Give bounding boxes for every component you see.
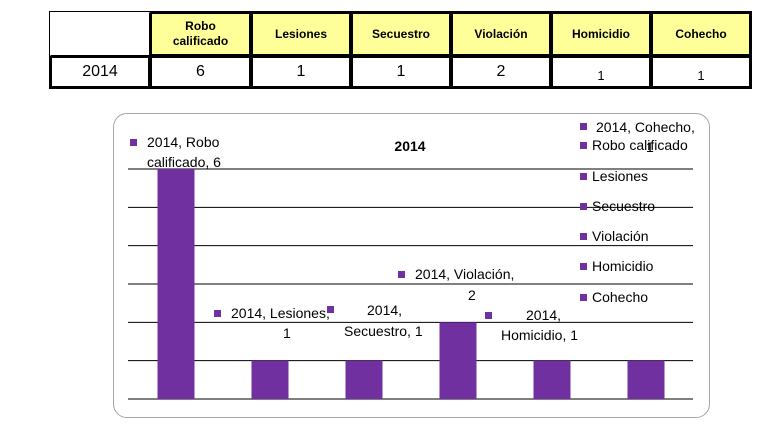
data-labels: 2014, Robo calificado, 6 2014, Lesiones, 1 2… — [130, 119, 695, 343]
value-robo-calificado: 6 — [196, 63, 205, 80]
data-label: calificado, 6 — [147, 154, 221, 170]
data-label: 1 — [283, 325, 291, 341]
legend-item: Homicidio — [592, 258, 654, 274]
header-cell: Cohecho — [651, 12, 751, 56]
legend-marker — [580, 233, 587, 240]
bar-6 — [627, 360, 665, 399]
data-label-marker — [580, 123, 587, 130]
data-label-marker — [327, 306, 334, 313]
header-lesiones: Lesiones — [274, 26, 328, 41]
header-violacion: Violación — [474, 26, 528, 41]
data-label-marker — [214, 310, 221, 317]
value-cell: 1 — [651, 56, 751, 88]
table-header-row: Robo calificado Lesiones Secuestro Viola… — [50, 12, 751, 56]
data-label: 2014, — [367, 302, 402, 318]
header-cell: Robo calificado — [150, 12, 251, 56]
row-label-cell: 2014 — [50, 56, 150, 88]
data-label-marker — [130, 139, 137, 146]
value-homicidio: 1 — [597, 67, 605, 83]
gridlines — [128, 168, 693, 400]
row-label-2014: 2014 — [82, 63, 118, 80]
bar-3 — [345, 360, 383, 399]
data-label: 2014, — [526, 307, 561, 323]
legend-marker — [580, 203, 587, 210]
data-table: Robo calificado Lesiones Secuestro Viola… — [49, 11, 752, 89]
legend-marker — [580, 294, 587, 301]
table-corner-cell — [50, 12, 150, 56]
value-secuestro: 1 — [396, 63, 406, 80]
value-cell: 1 — [551, 56, 651, 88]
data-label: 2 — [468, 287, 476, 303]
data-label-marker — [485, 312, 492, 319]
data-label: 2014, Robo — [147, 134, 220, 150]
data-label: Secuestro, 1 — [344, 323, 423, 339]
header-cohecho: Cohecho — [675, 26, 727, 41]
value-cell: 6 — [150, 56, 251, 88]
bar-5 — [533, 360, 571, 399]
legend-marker — [580, 142, 587, 149]
legend-marker — [580, 263, 587, 270]
data-label: 2014, Lesiones, — [231, 305, 330, 321]
chart-area — [113, 113, 710, 418]
legend-item: Robo calificado — [592, 137, 688, 153]
value-violacion: 2 — [496, 63, 506, 80]
data-label: Homicidio, 1 — [501, 327, 578, 343]
bar-1 — [157, 169, 195, 399]
legend-item: Cohecho — [592, 289, 648, 305]
legend-item: Secuestro — [592, 198, 655, 214]
chart-title: 2014 — [394, 138, 425, 154]
header-cell: Secuestro — [351, 12, 451, 56]
bars — [157, 169, 665, 399]
value-cell: 1 — [251, 56, 351, 88]
value-lesiones: 1 — [296, 63, 306, 80]
value-cell: 1 — [351, 56, 451, 88]
data-label: 1 — [646, 139, 654, 155]
data-label: 2014, Violación, — [415, 266, 514, 282]
header-robo-calificado: Robo calificado — [172, 19, 229, 48]
legend-item: Lesiones — [592, 168, 648, 184]
table-row: 2014 6 1 1 2 1 1 — [50, 56, 751, 88]
value-cohecho: 1 — [697, 67, 705, 83]
value-cell: 2 — [451, 56, 551, 88]
legend-marker — [580, 173, 587, 180]
header-cell: Lesiones — [251, 12, 351, 56]
header-cell: Homicidio — [551, 12, 651, 56]
data-label-marker — [398, 271, 405, 278]
data-label: 2014, Cohecho, — [596, 119, 695, 135]
legend-item: Violación — [592, 228, 649, 244]
bar-4 — [439, 322, 477, 399]
header-cell: Violación — [451, 12, 551, 56]
legend: Robo calificado Lesiones Secuestro Violació… — [580, 137, 688, 305]
header-homicidio: Homicidio — [571, 26, 630, 41]
header-secuestro: Secuestro — [371, 26, 431, 41]
bar-2 — [251, 360, 289, 399]
